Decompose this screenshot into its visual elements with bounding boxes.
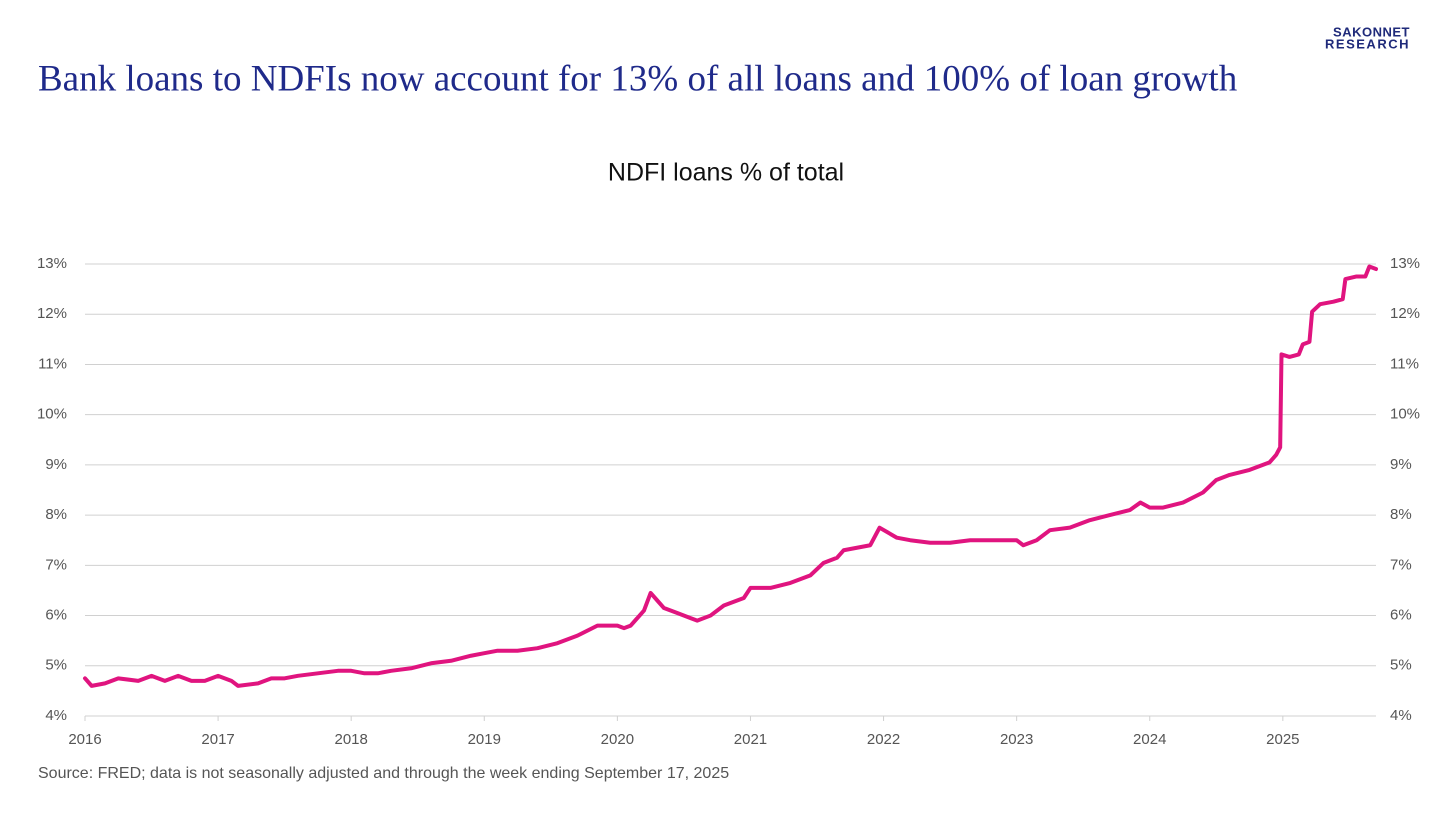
y2-tick-label: 12%	[1390, 305, 1420, 322]
x-tick-label: 2025	[1266, 731, 1299, 748]
x-tick-label: 2018	[334, 731, 367, 748]
data-line	[83, 264, 1378, 688]
y2-tick-label: 9%	[1390, 456, 1412, 473]
x-tick-label: 2020	[601, 731, 634, 748]
y2-tick-label: 8%	[1390, 506, 1412, 523]
x-tick-label: 2021	[734, 731, 767, 748]
y-tick-label: 12%	[37, 305, 67, 322]
source-note: Source: FRED; data is not seasonally adj…	[38, 765, 729, 782]
x-tick-label: 2024	[1133, 731, 1166, 748]
headline: Bank loans to NDFIs now account for 13% …	[38, 58, 1238, 99]
y2-tick-label: 11%	[1390, 355, 1419, 372]
x-tick-label: 2019	[468, 731, 501, 748]
brand-line: RESEARCH	[1325, 36, 1410, 51]
y-tick-label: 9%	[45, 456, 67, 473]
y-tick-label: 13%	[37, 255, 67, 272]
x-tick-label: 2023	[1000, 731, 1033, 748]
y2-tick-label: 7%	[1390, 556, 1412, 573]
y-tick-label: 10%	[37, 406, 67, 423]
y-tick-label: 11%	[38, 355, 67, 372]
y-tick-label: 8%	[45, 506, 67, 523]
x-tick-label: 2016	[68, 731, 101, 748]
brand-line: SAKONNET	[1333, 24, 1410, 39]
y-tick-label: 7%	[45, 556, 67, 573]
y-tick-label: 4%	[45, 707, 67, 724]
y2-tick-label: 13%	[1390, 255, 1420, 272]
chart-title: NDFI loans % of total	[608, 159, 844, 187]
y2-tick-label: 10%	[1390, 406, 1420, 423]
y-tick-label: 6%	[45, 607, 67, 624]
y-tick-label: 5%	[45, 657, 67, 674]
y2-tick-label: 6%	[1390, 607, 1412, 624]
y2-tick-label: 5%	[1390, 657, 1412, 674]
y2-tick-label: 4%	[1390, 707, 1412, 724]
x-tick-label: 2022	[867, 731, 900, 748]
x-tick-label: 2017	[201, 731, 234, 748]
